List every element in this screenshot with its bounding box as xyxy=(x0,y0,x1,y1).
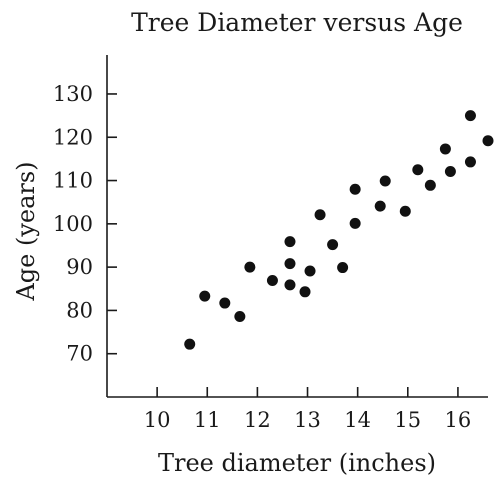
data-point xyxy=(464,110,476,122)
data-point xyxy=(337,262,349,274)
data-points xyxy=(184,110,494,350)
data-point xyxy=(349,183,361,195)
x-tick-label: 13 xyxy=(294,408,321,432)
data-point xyxy=(374,200,386,212)
y-axis-label: Age (years) xyxy=(12,161,40,301)
data-point xyxy=(482,135,494,147)
x-tick-label: 16 xyxy=(445,408,472,432)
data-point xyxy=(219,297,231,309)
data-point xyxy=(314,209,326,221)
data-point xyxy=(284,279,296,291)
data-point xyxy=(284,258,296,270)
data-point xyxy=(379,175,391,187)
y-tick-label: 130 xyxy=(53,82,93,106)
data-point xyxy=(304,265,316,277)
chart-title: Tree Diameter versus Age xyxy=(131,8,463,37)
x-tick-label: 10 xyxy=(144,408,171,432)
data-point xyxy=(299,286,311,298)
x-tick-label: 15 xyxy=(394,408,421,432)
x-axis-ticks: 10 11 12 13 14 15 16 xyxy=(144,387,472,432)
x-tick-label: 11 xyxy=(194,408,221,432)
data-point xyxy=(234,310,246,322)
data-point xyxy=(327,239,339,251)
data-point xyxy=(464,156,476,168)
y-tick-label: 120 xyxy=(53,125,93,149)
data-point xyxy=(412,164,424,176)
y-axis-ticks: 70 80 90 100 110 120 130 xyxy=(53,82,117,366)
data-point xyxy=(439,143,451,155)
data-point xyxy=(424,179,436,191)
y-tick-label: 90 xyxy=(66,255,93,279)
data-point xyxy=(349,217,361,229)
y-tick-label: 80 xyxy=(66,298,93,322)
data-point xyxy=(244,261,256,273)
x-tick-label: 14 xyxy=(344,408,371,432)
data-point xyxy=(284,236,296,248)
data-point xyxy=(184,338,196,350)
x-tick-label: 12 xyxy=(244,408,271,432)
y-tick-label: 110 xyxy=(53,169,93,193)
data-point xyxy=(266,275,278,287)
data-point xyxy=(399,205,411,217)
data-point xyxy=(199,290,211,302)
data-point xyxy=(444,165,456,177)
x-axis-label: Tree diameter (inches) xyxy=(158,449,436,477)
y-tick-label: 100 xyxy=(53,212,93,236)
y-tick-label: 70 xyxy=(66,342,93,366)
